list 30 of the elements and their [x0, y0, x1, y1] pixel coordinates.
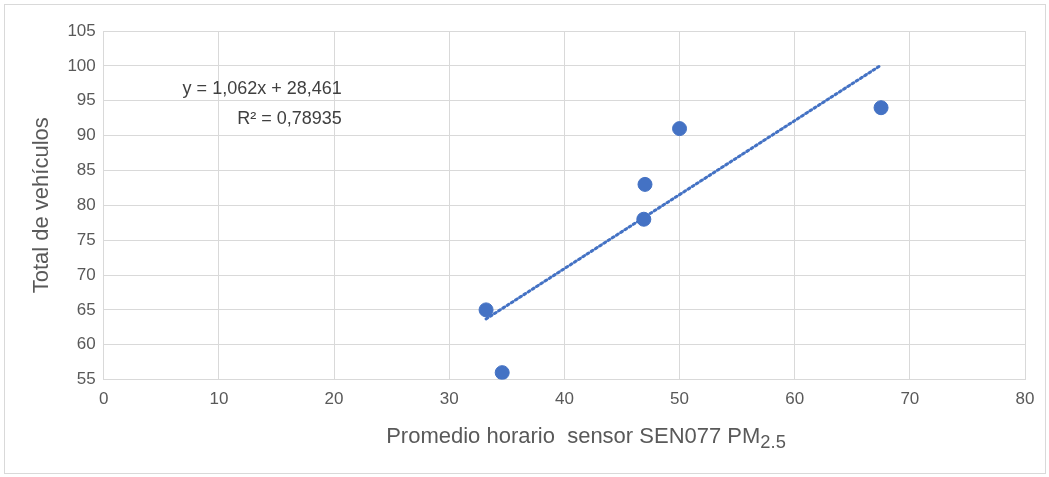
point	[478, 302, 494, 318]
point	[636, 211, 652, 227]
y-tick-label: 85	[76, 160, 96, 180]
y-tick-label: 100	[67, 55, 96, 75]
point	[672, 121, 688, 137]
y-tick-label: 80	[76, 194, 96, 214]
y-tick-label: 90	[76, 125, 96, 145]
y-tick-label: 60	[76, 334, 96, 354]
y-tick-label: 70	[76, 264, 96, 284]
x-tick-label: 40	[554, 389, 574, 409]
point	[873, 100, 889, 116]
point	[494, 365, 510, 380]
x-tick-label: 60	[785, 389, 805, 409]
annotation: R² = 0,78935	[237, 107, 342, 128]
x-tick-label: 10	[209, 389, 229, 409]
y-tick-label: 95	[76, 90, 96, 110]
x-tick-label: 0	[99, 389, 109, 409]
y-tick-label: 55	[76, 369, 96, 389]
x-tick-label: 80	[1015, 389, 1035, 409]
x-tick-label: 30	[439, 389, 459, 409]
point	[637, 176, 653, 192]
y-tick-label: 105	[67, 20, 96, 40]
x-tick-label: 70	[900, 389, 920, 409]
annotation: y = 1,062x + 28,461	[182, 77, 342, 98]
y-tick-label: 65	[76, 299, 96, 319]
y-tick-label: 75	[76, 229, 96, 249]
x-axis-title: Promedio horario sensor SEN077 PM$_{2.5}$	[385, 423, 787, 454]
x-tick-label: 50	[670, 389, 689, 409]
y-axis-title: Total de vehículos	[28, 117, 54, 294]
x-tick-label: 20	[324, 389, 344, 409]
